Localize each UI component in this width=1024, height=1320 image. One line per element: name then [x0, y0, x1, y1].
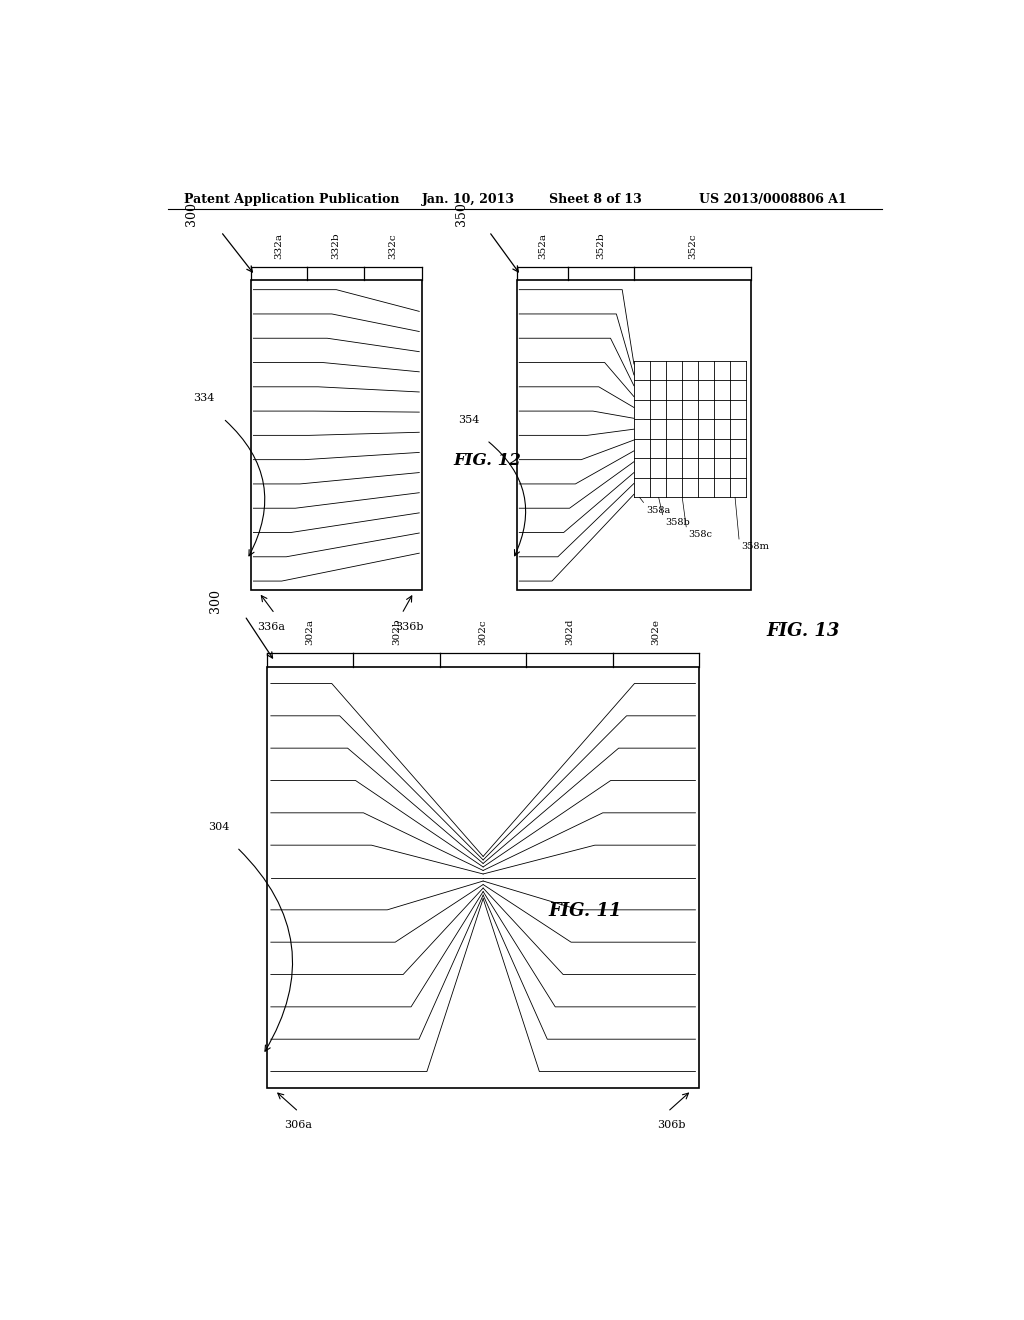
- Text: 332b: 332b: [331, 232, 340, 259]
- Text: 352a: 352a: [539, 234, 547, 259]
- Text: 354: 354: [459, 414, 480, 425]
- Text: 352b: 352b: [597, 232, 605, 259]
- Text: 306a: 306a: [285, 1119, 312, 1130]
- Bar: [251, 280, 422, 590]
- Text: 302d: 302d: [565, 619, 574, 645]
- Text: 302e: 302e: [651, 619, 660, 645]
- Text: FIG. 11: FIG. 11: [548, 903, 622, 920]
- Text: 358a: 358a: [646, 506, 670, 515]
- Text: 332a: 332a: [274, 234, 284, 259]
- Text: FIG. 13: FIG. 13: [767, 622, 841, 640]
- Text: Sheet 8 of 13: Sheet 8 of 13: [549, 193, 641, 206]
- Text: Patent Application Publication: Patent Application Publication: [183, 193, 399, 206]
- Text: US 2013/0008806 A1: US 2013/0008806 A1: [699, 193, 847, 206]
- Bar: [517, 280, 751, 590]
- Text: 358m: 358m: [741, 543, 769, 550]
- Text: 358c: 358c: [688, 529, 713, 539]
- Text: 336b: 336b: [395, 622, 424, 632]
- Text: Jan. 10, 2013: Jan. 10, 2013: [422, 193, 515, 206]
- Text: 306b: 306b: [657, 1119, 686, 1130]
- Text: 302c: 302c: [478, 619, 487, 645]
- Text: 332c: 332c: [388, 234, 397, 259]
- Text: 304: 304: [209, 822, 230, 832]
- Text: 350: 350: [455, 202, 468, 226]
- Text: 302a: 302a: [305, 619, 314, 645]
- Text: 358b: 358b: [665, 517, 690, 527]
- Text: 300: 300: [185, 202, 198, 226]
- Text: FIG. 12: FIG. 12: [454, 451, 521, 469]
- Bar: [267, 667, 699, 1089]
- Text: 300: 300: [209, 589, 222, 612]
- Text: 352c: 352c: [688, 234, 697, 259]
- Text: 302b: 302b: [392, 619, 401, 645]
- Text: 336a: 336a: [257, 622, 285, 632]
- Text: 334: 334: [193, 393, 214, 403]
